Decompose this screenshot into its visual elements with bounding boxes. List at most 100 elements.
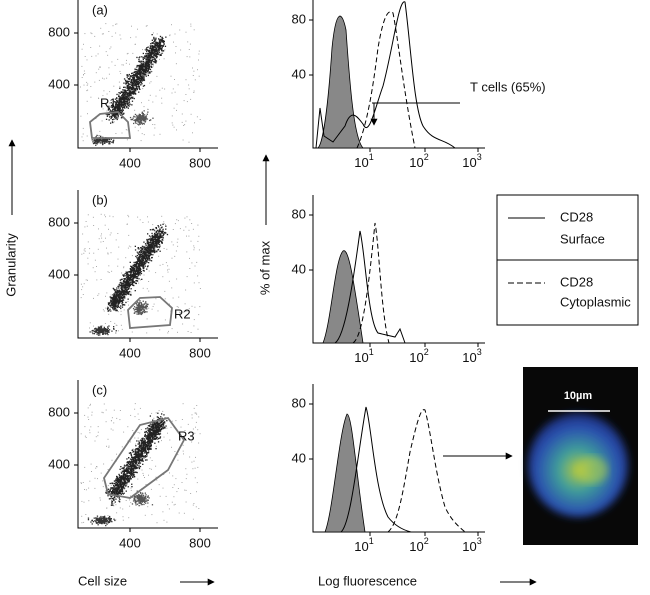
dot bbox=[164, 49, 166, 51]
dot bbox=[117, 291, 120, 293]
dot bbox=[120, 324, 122, 326]
dot bbox=[145, 261, 147, 263]
dot bbox=[152, 224, 154, 226]
dot bbox=[161, 427, 163, 430]
dot bbox=[121, 96, 123, 98]
dot bbox=[152, 63, 154, 65]
dot bbox=[144, 258, 147, 261]
dot bbox=[131, 84, 133, 86]
dot bbox=[134, 272, 136, 274]
dot bbox=[156, 54, 158, 56]
dot bbox=[160, 424, 162, 427]
dot bbox=[154, 124, 156, 126]
dot bbox=[177, 238, 179, 240]
dot bbox=[143, 267, 145, 269]
dot bbox=[134, 460, 136, 463]
dot bbox=[177, 245, 179, 247]
dot bbox=[152, 249, 154, 251]
dot bbox=[123, 266, 125, 268]
dot bbox=[193, 92, 195, 93]
dot bbox=[126, 129, 128, 131]
dot bbox=[136, 310, 139, 312]
dot bbox=[139, 75, 141, 77]
dot bbox=[117, 290, 119, 292]
dot bbox=[116, 479, 118, 481]
dot bbox=[145, 119, 147, 121]
dot bbox=[149, 229, 152, 231]
dot bbox=[146, 254, 148, 257]
dot bbox=[115, 106, 118, 108]
dot bbox=[137, 72, 139, 74]
dot bbox=[133, 92, 135, 94]
dot bbox=[159, 427, 161, 429]
dot bbox=[118, 102, 120, 105]
dot bbox=[157, 416, 159, 419]
dot bbox=[161, 236, 163, 239]
dot bbox=[159, 54, 161, 56]
dot bbox=[155, 272, 157, 274]
dot bbox=[100, 213, 102, 215]
dot bbox=[134, 79, 136, 81]
dot bbox=[128, 284, 131, 286]
dot bbox=[128, 86, 130, 88]
dot bbox=[157, 52, 159, 54]
dot bbox=[116, 297, 118, 299]
dot bbox=[143, 245, 145, 248]
dot bbox=[148, 256, 150, 258]
dot bbox=[141, 303, 143, 305]
dot bbox=[108, 325, 110, 327]
dot bbox=[121, 108, 124, 110]
dot bbox=[129, 283, 131, 285]
dot bbox=[124, 478, 126, 480]
dot bbox=[140, 122, 142, 124]
dot bbox=[117, 258, 119, 260]
dot bbox=[191, 305, 193, 307]
dot bbox=[86, 84, 88, 86]
dot bbox=[132, 72, 134, 74]
dot bbox=[113, 493, 115, 495]
dot bbox=[108, 310, 110, 312]
dot bbox=[164, 290, 166, 292]
dot bbox=[132, 84, 134, 86]
dot bbox=[142, 307, 144, 309]
dot bbox=[136, 115, 138, 117]
dot bbox=[112, 488, 114, 491]
dot bbox=[155, 227, 157, 229]
dot bbox=[152, 306, 154, 307]
dot bbox=[152, 49, 154, 51]
dot bbox=[138, 118, 140, 120]
dot bbox=[113, 297, 116, 300]
dot bbox=[98, 332, 100, 335]
dot bbox=[132, 307, 135, 310]
dot bbox=[144, 49, 146, 51]
dot bbox=[140, 249, 142, 251]
dot bbox=[105, 141, 107, 143]
dot bbox=[160, 416, 162, 418]
dot bbox=[132, 278, 134, 280]
dot bbox=[131, 483, 133, 485]
dot bbox=[152, 101, 154, 103]
dot bbox=[121, 467, 123, 470]
dot bbox=[137, 121, 139, 123]
dot bbox=[171, 257, 173, 259]
dot bbox=[159, 38, 161, 41]
dot bbox=[145, 25, 147, 27]
dot bbox=[140, 66, 142, 68]
dot bbox=[153, 240, 155, 242]
dot bbox=[108, 142, 110, 144]
dot bbox=[155, 246, 158, 248]
dot bbox=[115, 479, 117, 482]
dot bbox=[161, 47, 163, 49]
dot bbox=[149, 434, 151, 436]
dot bbox=[146, 61, 149, 63]
dot bbox=[136, 81, 139, 83]
dot bbox=[125, 83, 127, 85]
dot bbox=[153, 45, 155, 47]
dot bbox=[136, 266, 138, 268]
dot bbox=[146, 249, 148, 251]
dot bbox=[120, 297, 122, 300]
dot bbox=[87, 83, 89, 85]
dot bbox=[196, 261, 198, 263]
dot bbox=[139, 268, 141, 270]
dot bbox=[119, 98, 121, 100]
